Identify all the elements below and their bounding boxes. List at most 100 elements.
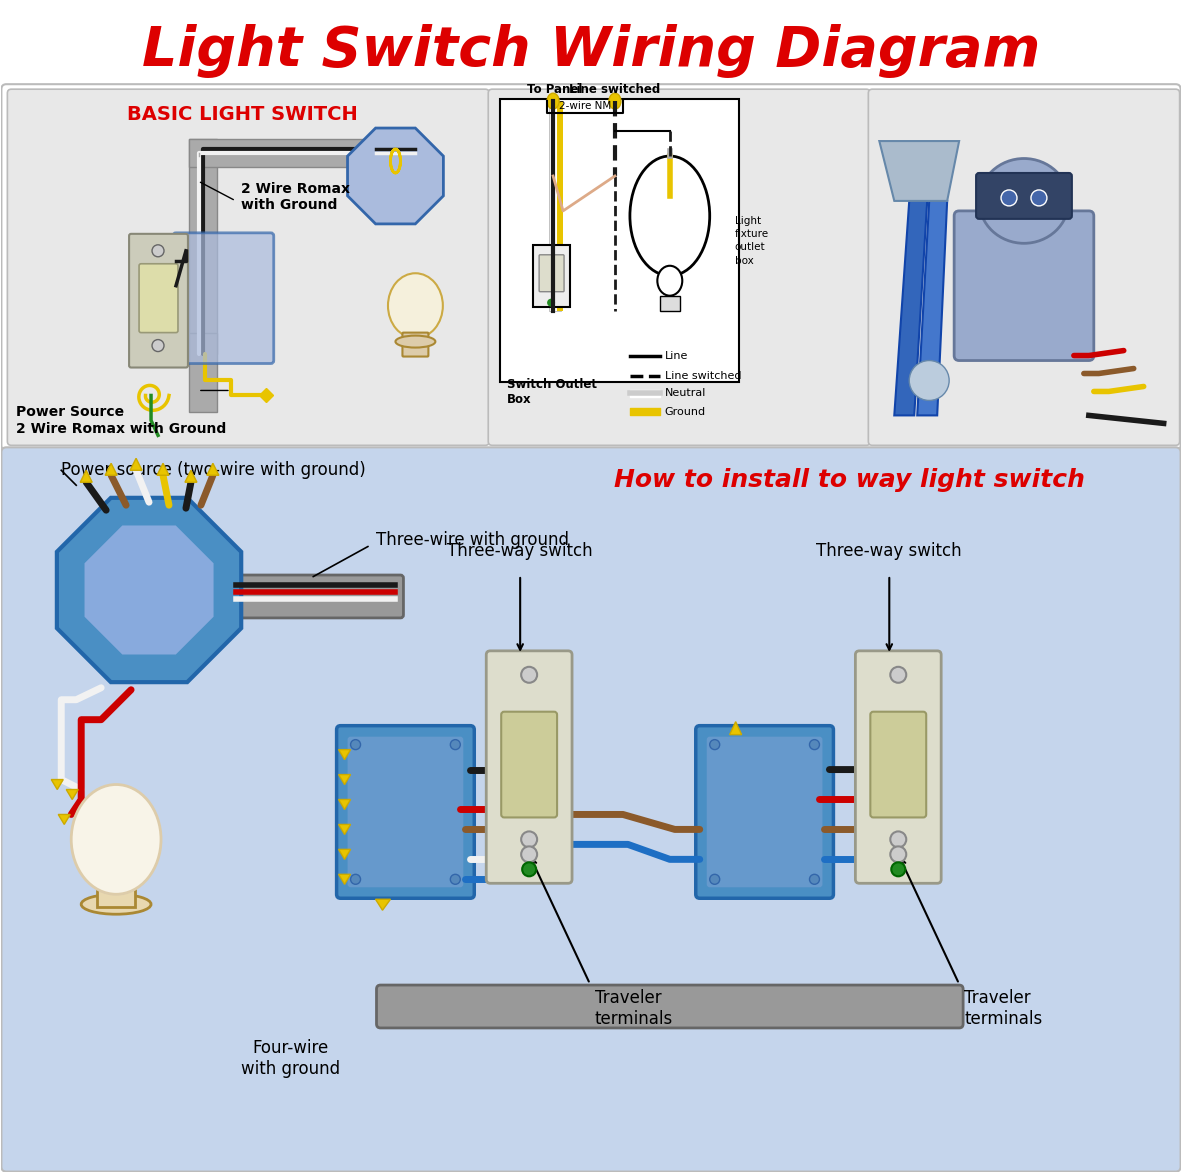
Circle shape [450,740,460,750]
FancyBboxPatch shape [97,883,135,907]
FancyBboxPatch shape [539,255,564,292]
FancyBboxPatch shape [856,651,941,883]
Circle shape [351,740,361,750]
Text: Neutral: Neutral [664,388,706,399]
FancyBboxPatch shape [486,651,572,883]
Text: Switch Outlet
Box: Switch Outlet Box [507,379,597,407]
FancyBboxPatch shape [377,985,963,1028]
FancyBboxPatch shape [501,712,557,818]
Polygon shape [895,201,927,415]
Polygon shape [338,774,351,785]
Text: Line: Line [664,351,688,360]
FancyBboxPatch shape [870,712,927,818]
Polygon shape [917,201,947,415]
Text: How to install to way light switch: How to install to way light switch [613,468,1085,493]
Polygon shape [729,721,741,734]
Circle shape [810,740,819,750]
Circle shape [810,874,819,884]
Ellipse shape [388,273,443,338]
FancyBboxPatch shape [7,89,489,446]
Text: Power source (two-wire with ground): Power source (two-wire with ground) [61,461,366,480]
Ellipse shape [71,785,161,894]
Text: BASIC LIGHT SWITCH: BASIC LIGHT SWITCH [128,104,358,123]
Text: Line switched: Line switched [664,371,741,380]
Circle shape [521,666,537,683]
FancyBboxPatch shape [402,333,428,357]
FancyBboxPatch shape [173,232,274,364]
Polygon shape [157,463,169,475]
FancyBboxPatch shape [976,172,1072,219]
Circle shape [547,299,556,306]
Circle shape [909,360,949,400]
Text: Light Switch Wiring Diagram: Light Switch Wiring Diagram [142,25,1040,79]
Circle shape [709,874,720,884]
FancyBboxPatch shape [189,140,216,353]
FancyBboxPatch shape [696,726,833,899]
FancyBboxPatch shape [348,737,463,887]
FancyBboxPatch shape [557,101,563,311]
Text: 2-wire NM: 2-wire NM [559,101,611,111]
Ellipse shape [657,266,682,296]
Polygon shape [184,470,197,482]
Polygon shape [85,526,214,655]
Circle shape [709,740,720,750]
FancyBboxPatch shape [550,101,561,311]
Polygon shape [105,463,117,475]
FancyBboxPatch shape [233,575,403,618]
Polygon shape [80,470,92,482]
Circle shape [890,847,907,862]
Circle shape [521,847,537,862]
Polygon shape [57,497,241,683]
Text: Traveler
terminals: Traveler terminals [965,989,1043,1028]
FancyBboxPatch shape [1,84,1181,450]
Ellipse shape [547,93,559,109]
FancyBboxPatch shape [1,447,1181,1172]
FancyBboxPatch shape [189,333,216,413]
Text: To Panel: To Panel [527,83,583,96]
Circle shape [890,832,907,847]
Circle shape [522,862,537,876]
Circle shape [1031,190,1047,206]
Ellipse shape [396,335,435,347]
FancyBboxPatch shape [337,726,474,899]
Circle shape [152,245,164,257]
Text: Traveler
terminals: Traveler terminals [595,989,674,1028]
FancyBboxPatch shape [954,211,1093,360]
FancyBboxPatch shape [129,233,188,367]
FancyBboxPatch shape [707,737,823,887]
Polygon shape [376,900,390,910]
Ellipse shape [630,156,709,276]
FancyBboxPatch shape [139,264,178,333]
Circle shape [351,874,361,884]
FancyBboxPatch shape [660,296,680,311]
Text: Three-wire with ground: Three-wire with ground [376,531,569,549]
Polygon shape [879,141,959,201]
Polygon shape [338,800,351,809]
Text: Three-way switch: Three-way switch [447,542,593,560]
Text: 2 Wire Romax
with Ground: 2 Wire Romax with Ground [241,182,350,212]
FancyBboxPatch shape [189,140,383,167]
Text: Three-way switch: Three-way switch [817,542,962,560]
Text: Four-wire
with ground: Four-wire with ground [241,1039,340,1078]
Text: Ground: Ground [664,407,706,418]
FancyBboxPatch shape [488,89,870,446]
FancyBboxPatch shape [533,245,570,306]
Text: Light
fixture
outlet
box: Light fixture outlet box [735,216,768,265]
Polygon shape [51,780,64,789]
Circle shape [891,862,905,876]
Circle shape [521,832,537,847]
Polygon shape [130,459,142,470]
FancyBboxPatch shape [500,100,739,382]
Polygon shape [338,849,351,860]
Circle shape [450,874,460,884]
Circle shape [152,340,164,352]
Circle shape [890,666,907,683]
Circle shape [1001,190,1017,206]
Polygon shape [338,825,351,834]
Polygon shape [348,128,443,224]
Polygon shape [58,814,70,825]
Polygon shape [338,750,351,760]
Polygon shape [207,463,219,475]
Text: Line switched: Line switched [570,83,661,96]
Ellipse shape [609,93,621,109]
